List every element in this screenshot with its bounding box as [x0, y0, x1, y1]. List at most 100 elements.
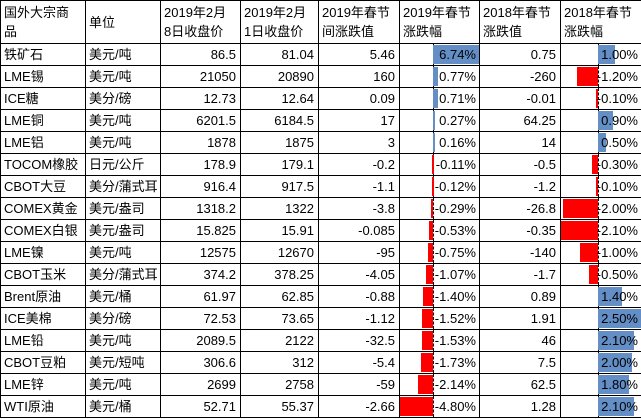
cell-chg_2018: 7.5	[479, 351, 561, 374]
databar-axis	[432, 198, 434, 219]
column-header-unit: 单位	[85, 0, 161, 44]
cell-close_feb8: 15.825	[160, 219, 241, 242]
cell-name: 铁矿石	[0, 43, 86, 66]
cell-chg_2019: -3.8	[318, 197, 400, 220]
cell-pct_2018: 1.00%	[560, 43, 641, 66]
cell-close_feb1: 6184.5	[240, 109, 319, 132]
cell-chg_2019: -4.05	[318, 263, 400, 286]
pct-value: -0.50%	[596, 267, 638, 282]
cell-pct_2019: -1.07%	[399, 263, 480, 286]
databar-negative	[422, 331, 433, 350]
cell-name: Brent原油	[0, 285, 86, 308]
cell-chg_2018: 46	[479, 329, 561, 352]
cell-pct_2019: 6.74%	[399, 43, 480, 66]
pct-value: -0.30%	[596, 157, 638, 172]
cell-close_feb8: 86.5	[160, 43, 241, 66]
databar-positive	[597, 287, 622, 306]
databar-positive	[597, 375, 629, 394]
cell-close_feb1: 73.65	[240, 307, 319, 330]
cell-name: ICE美棉	[0, 307, 86, 330]
databar-axis	[432, 242, 434, 263]
databar-axis	[432, 396, 434, 417]
cell-pct_2019: -0.53%	[399, 219, 480, 242]
cell-close_feb8: 6201.5	[160, 109, 241, 132]
databar-positive	[597, 397, 635, 416]
table-row: ICE糖 美分/磅 12.73 12.64 0.09 0.71% -0.01 -0.10%	[0, 87, 641, 110]
cell-pct_2018: -0.30%	[560, 153, 641, 176]
cell-close_feb8: 178.9	[160, 153, 241, 176]
pct-value: 0.50%	[601, 135, 638, 150]
cell-unit: 日元/公斤	[85, 153, 161, 176]
databar-negative	[592, 155, 598, 174]
cell-chg_2019: 160	[318, 65, 400, 88]
pct-value: 1.80%	[601, 377, 638, 392]
cell-name: ICE糖	[0, 87, 86, 110]
cell-pct_2019: -1.73%	[399, 351, 480, 374]
databar-negative	[432, 155, 435, 174]
table-row: ICE美棉 美分/磅 72.53 73.65 -1.12 -1.52% 1.91 2.50%	[0, 307, 641, 330]
databar-positive	[597, 353, 633, 372]
databar-positive	[432, 67, 439, 86]
cell-pct_2019: -0.12%	[399, 175, 480, 198]
cell-pct_2019: -1.53%	[399, 329, 480, 352]
cell-name: LME镍	[0, 241, 86, 264]
databar-positive	[432, 111, 435, 130]
pct-value: -0.11%	[435, 157, 476, 172]
cell-name: LME铅	[0, 329, 86, 352]
cell-pct_2018: 2.00%	[560, 351, 641, 374]
databar-negative	[595, 89, 598, 108]
cell-unit: 美元/吨	[85, 241, 161, 264]
cell-name: LME锡	[0, 65, 86, 88]
pct-value: 2.10%	[601, 399, 638, 414]
cell-close_feb1: 2758	[240, 373, 319, 396]
table-row: Brent原油 美元/桶 61.97 62.85 -0.88 -1.40% 0.89 1.40…	[0, 285, 641, 308]
databar-axis	[597, 66, 599, 87]
cell-close_feb1: 1875	[240, 131, 319, 154]
table-row: LME锌 美元/吨 2699 2758 -59 -2.14% 62.5 1.80%	[0, 373, 641, 396]
databar-axis	[597, 88, 599, 109]
cell-pct_2018: -1.20%	[560, 65, 641, 88]
column-header-name: 国外大宗商品	[0, 0, 86, 44]
pct-value: -1.73%	[434, 355, 476, 370]
cell-close_feb1: 312	[240, 351, 319, 374]
cell-close_feb8: 12.73	[160, 87, 241, 110]
column-header-chg_2018: 2018年春节涨跌值	[479, 0, 561, 44]
databar-positive	[597, 133, 607, 152]
databar-positive	[432, 89, 438, 108]
databar-axis	[432, 308, 434, 329]
column-header-close_feb1: 2019年2月1日收盘价	[240, 0, 319, 44]
cell-chg_2018: 0.89	[479, 285, 561, 308]
pct-value: -1.53%	[434, 333, 476, 348]
table-row: WTI原油 美元/桶 52.71 55.37 -2.66 -4.80% 1.28 2.10%	[0, 395, 641, 418]
table-row: CBOT大豆 美分/蒲式耳 916.4 917.5 -1.1 -0.12% -1.2 -0.1…	[0, 175, 641, 198]
table-row: TOCOM橡胶 日元/公斤 178.9 179.1 -0.2 -0.11% -0.5 -0.3…	[0, 153, 641, 176]
databar-negative	[423, 287, 433, 306]
column-header-chg_2019: 2019年春节间涨跌值	[318, 0, 400, 44]
pct-value: -0.29%	[434, 201, 476, 216]
cell-chg_2019: 0.09	[318, 87, 400, 110]
cell-close_feb1: 55.37	[240, 395, 319, 418]
cell-chg_2018: 1.28	[479, 395, 561, 418]
cell-close_feb1: 917.5	[240, 175, 319, 198]
pct-value: 2.00%	[601, 355, 638, 370]
cell-chg_2019: 3	[318, 131, 400, 154]
cell-unit: 美元/桶	[85, 285, 161, 308]
table-row: LME铜 美元/吨 6201.5 6184.5 17 0.27% 64.25 0.90%	[0, 109, 641, 132]
cell-pct_2018: -1.00%	[560, 241, 641, 264]
cell-chg_2019: -32.5	[318, 329, 400, 352]
databar-axis	[597, 220, 599, 241]
column-header-close_feb8: 2019年2月8日收盘价	[160, 0, 241, 44]
databar-axis	[432, 374, 434, 395]
cell-close_feb1: 81.04	[240, 43, 319, 66]
pct-value: -1.40%	[434, 289, 476, 304]
databar-axis	[432, 352, 434, 373]
cell-chg_2019: -0.085	[318, 219, 400, 242]
pct-value: -2.14%	[434, 377, 476, 392]
cell-close_feb1: 62.85	[240, 285, 319, 308]
cell-chg_2019: -1.12	[318, 307, 400, 330]
cell-chg_2019: 5.46	[318, 43, 400, 66]
cell-chg_2018: 64.25	[479, 109, 561, 132]
cell-close_feb8: 72.53	[160, 307, 241, 330]
cell-name: COMEX黄金	[0, 197, 86, 220]
